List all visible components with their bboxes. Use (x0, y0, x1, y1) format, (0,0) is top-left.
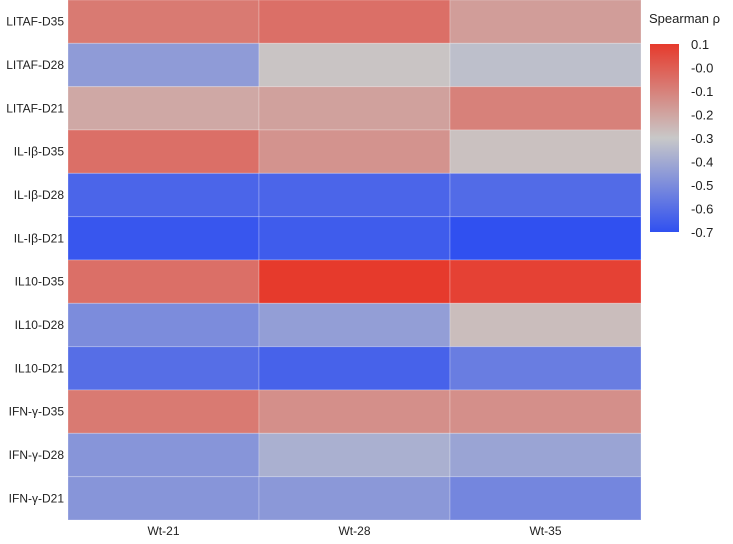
heatmap-cell (449, 346, 642, 391)
heatmap-cell (449, 42, 642, 88)
row-label: IL10-D28 (15, 318, 65, 332)
heatmap-cell (449, 476, 642, 521)
column-label: Wt-28 (338, 524, 370, 538)
heatmap-cell (258, 216, 451, 261)
colorbar-legend: Spearman ρ 0.1 -0.0 -0.1 -0.2 -0.3 -0.4 -0.5 -0… (649, 11, 720, 240)
heatmap-cell (67, 476, 260, 521)
heatmap-cell (67, 0, 260, 44)
heatmap-cell (67, 216, 260, 261)
heatmap-cell (449, 389, 642, 434)
heatmap-cell (449, 0, 642, 44)
row-labels: LITAF-D35 LITAF-D28 LITAF-D21 IL-Iβ-D35 IL-I… (6, 15, 64, 506)
column-label: Wt-21 (147, 524, 179, 538)
heatmap-cell (258, 389, 451, 434)
heatmap-cell (258, 86, 451, 131)
colorbar-gradient (650, 44, 679, 232)
colorbar-ticks: 0.1 -0.0 -0.1 -0.2 -0.3 -0.4 -0.5 -0.6 -0.7 (691, 37, 713, 240)
row-label: IFN-γ-D35 (9, 405, 65, 419)
colorbar-rect (650, 44, 679, 232)
colorbar-title: Spearman ρ (649, 11, 720, 26)
colorbar-tick-label: -0.5 (691, 178, 713, 193)
colorbar-tick-label: -0.4 (691, 155, 713, 170)
heatmap-cell (67, 86, 260, 131)
row-label: IL10-D35 (15, 275, 65, 289)
heatmap-cell (67, 346, 260, 391)
heatmap-cell (258, 259, 451, 304)
heatmap-cell (258, 129, 451, 174)
heatmap-cell (449, 172, 642, 218)
heatmap-cell (449, 86, 642, 131)
row-label: LITAF-D28 (6, 58, 64, 72)
heatmap-cell (258, 302, 451, 348)
heatmap-cell (67, 302, 260, 348)
heatmap-cell (67, 42, 260, 88)
heatmap-cell (258, 0, 451, 44)
heatmap-cell (67, 432, 260, 478)
row-label: IFN-γ-D28 (9, 448, 65, 462)
row-label: LITAF-D35 (6, 15, 64, 29)
heatmap-cells (67, 0, 642, 521)
colorbar-tick-label: -0.6 (691, 202, 713, 217)
row-label: IL-Iβ-D28 (14, 188, 65, 202)
column-labels: Wt-21 Wt-28 Wt-35 (147, 524, 561, 538)
row-label: IL-Iβ-D21 (14, 231, 65, 245)
heatmap-cell (67, 259, 260, 304)
colorbar-tick-label: -0.7 (691, 225, 713, 240)
row-label: IFN-γ-D21 (9, 491, 65, 505)
heatmap-cell (67, 129, 260, 174)
column-label: Wt-35 (529, 524, 561, 538)
heatmap-cell (67, 172, 260, 218)
heatmap-cell (449, 432, 642, 478)
heatmap-cell (258, 172, 451, 218)
colorbar-tick-label: 0.1 (691, 37, 709, 52)
heatmap-cell (258, 432, 451, 478)
row-label: IL10-D21 (15, 361, 65, 375)
heatmap-cell (258, 42, 451, 88)
heatmap-cell (67, 389, 260, 434)
row-label: LITAF-D21 (6, 101, 64, 115)
colorbar-tick-label: -0.3 (691, 131, 713, 146)
heatmap-cell (258, 476, 451, 521)
colorbar-tick-label: -0.2 (691, 108, 713, 123)
heatmap-cell (258, 346, 451, 391)
heatmap-cell (449, 302, 642, 348)
heatmap-cell (449, 259, 642, 304)
colorbar-tick-label: -0.1 (691, 84, 713, 99)
colorbar-tick-label: -0.0 (691, 61, 713, 76)
heatmap-cell (449, 216, 642, 261)
row-label: IL-Iβ-D35 (14, 145, 65, 159)
heatmap-cell (449, 129, 642, 174)
